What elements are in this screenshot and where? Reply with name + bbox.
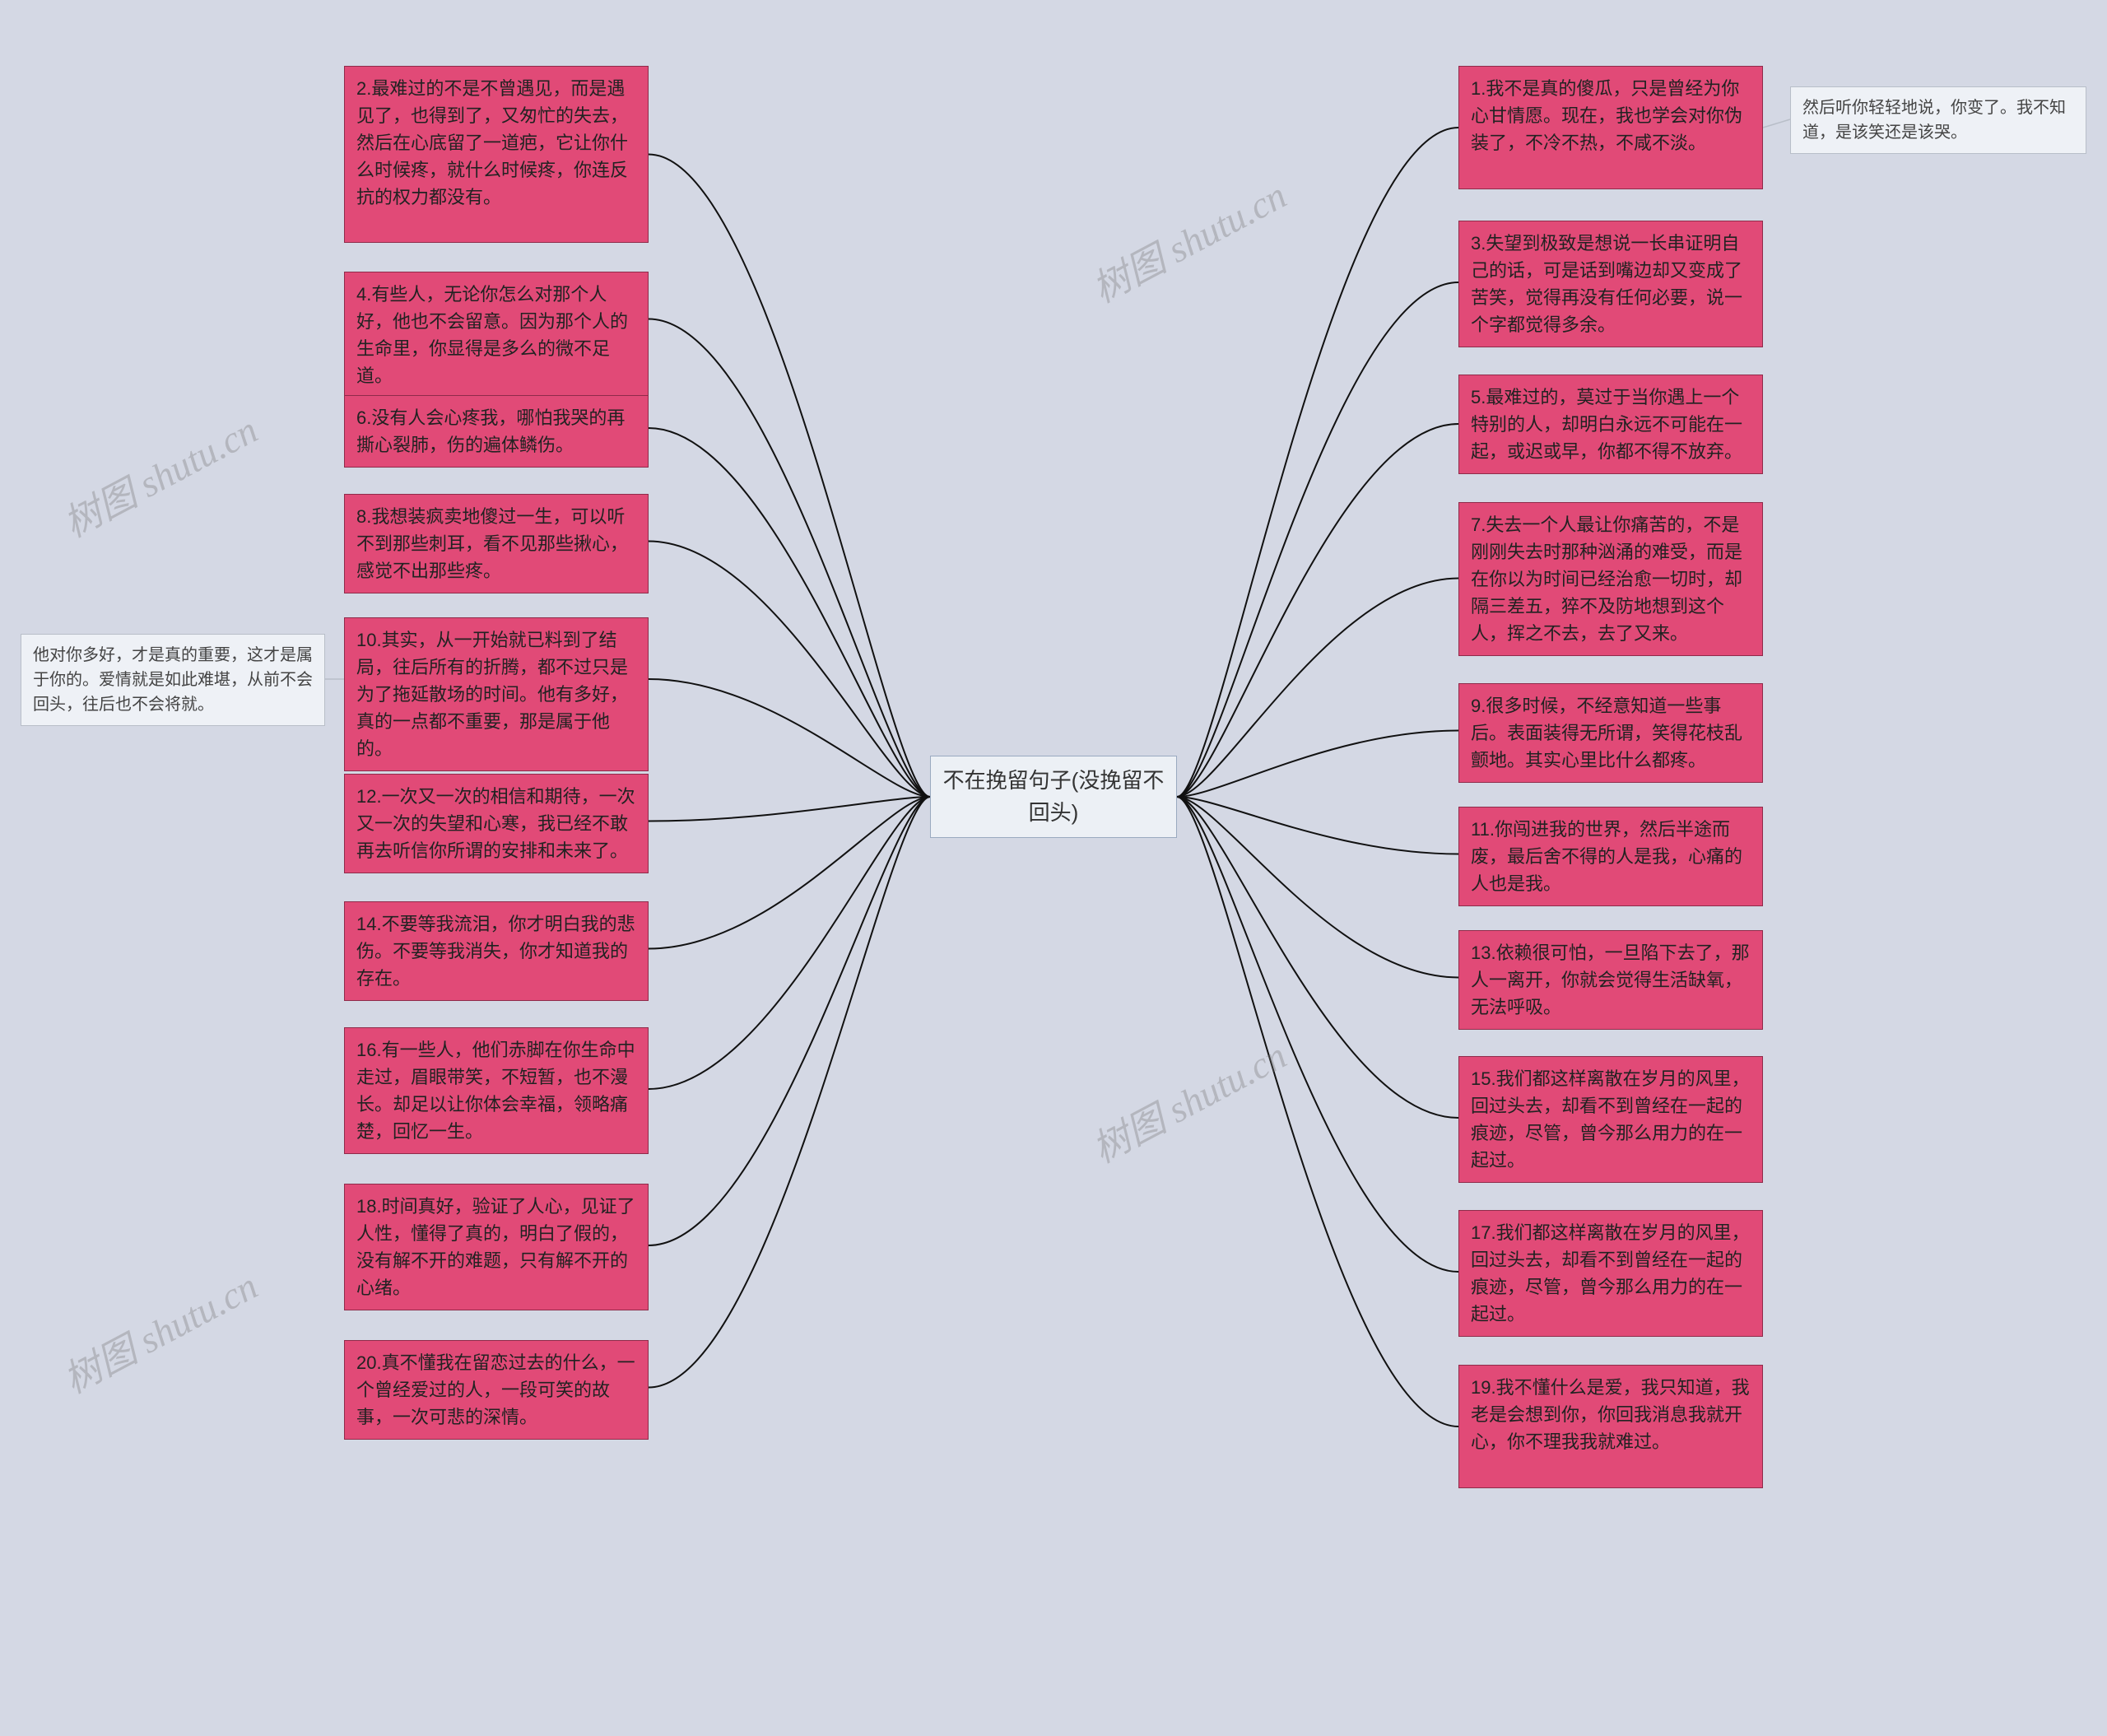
mindmap-canvas: 不在挽留句子(没挽留不回头) 2.最难过的不是不曾遇见，而是遇见了，也得到了，又匆… (0, 0, 2107, 1736)
branch-text: 14.不要等我流泪，你才明白我的悲伤。不要等我消失，你才知道我的存在。 (356, 914, 635, 989)
branch-node[interactable]: 1.我不是真的傻瓜，只是曾经为你心甘情愿。现在，我也学会对你伪装了，不冷不热，不… (1458, 66, 1763, 189)
branch-node[interactable]: 7.失去一个人最让你痛苦的，不是刚刚失去时那种汹涌的难受，而是在你以为时间已经治… (1458, 502, 1763, 656)
branch-text: 16.有一些人，他们赤脚在你生命中走过，眉眼带笑，不短暂，也不漫长。却足以让你体… (356, 1040, 635, 1142)
branch-text: 10.其实，从一开始就已料到了结局，往后所有的折腾，都不过只是为了拖延散场的时间… (356, 630, 628, 759)
note: 他对你多好，才是真的重要，这才是属于你的。爱情就是如此难堪，从前不会回头，往后也… (21, 634, 325, 726)
branch-text: 1.我不是真的傻瓜，只是曾经为你心甘情愿。现在，我也学会对你伪装了，不冷不热，不… (1471, 78, 1742, 153)
edge (1177, 579, 1458, 798)
branch-text: 6.没有人会心疼我，哪怕我哭的再撕心裂肺，伤的遍体鳞伤。 (356, 407, 625, 455)
branch-node[interactable]: 13.依赖很可怕，一旦陷下去了，那人一离开，你就会觉得生活缺氧，无法呼吸。 (1458, 930, 1763, 1030)
edge (649, 797, 930, 821)
branch-text: 19.我不懂什么是爱，我只知道，我老是会想到你，你回我消息我就开心，你不理我我就… (1471, 1377, 1750, 1452)
branch-node[interactable]: 16.有一些人，他们赤脚在你生命中走过，眉眼带笑，不短暂，也不漫长。却足以让你体… (344, 1027, 649, 1154)
branch-node[interactable]: 12.一次又一次的相信和期待，一次又一次的失望和心寒，我已经不敢再去听信你所谓的… (344, 774, 649, 873)
branch-node[interactable]: 20.真不懂我在留恋过去的什么，一个曾经爱过的人，一段可笑的故事，一次可悲的深情… (344, 1340, 649, 1440)
branch-text: 20.真不懂我在留恋过去的什么，一个曾经爱过的人，一段可笑的故事，一次可悲的深情… (356, 1352, 635, 1427)
branch-text: 3.失望到极致是想说一长串证明自己的话，可是话到嘴边却又变成了苦笑，觉得再没有任… (1471, 233, 1742, 335)
note-text: 然后听你轻轻地说，你变了。我不知道，是该笑还是该哭。 (1802, 99, 2066, 142)
branch-node[interactable]: 14.不要等我流泪，你才明白我的悲伤。不要等我消失，你才知道我的存在。 (344, 901, 649, 1001)
branch-text: 15.我们都这样离散在岁月的风里，回过头去，却看不到曾经在一起的痕迹，尽管，曾今… (1471, 1068, 1750, 1171)
note: 然后听你轻轻地说，你变了。我不知道，是该笑还是该哭。 (1790, 86, 2086, 154)
branch-node[interactable]: 5.最难过的，莫过于当你遇上一个特别的人，却明白永远不可能在一起，或迟或早，你都… (1458, 375, 1763, 474)
branch-node[interactable]: 9.很多时候，不经意知道一些事后。表面装得无所谓，笑得花枝乱颤地。其实心里比什么… (1458, 683, 1763, 783)
note-connector (1763, 119, 1790, 128)
branch-text: 13.依赖很可怕，一旦陷下去了，那人一离开，你就会觉得生活缺氧，无法呼吸。 (1471, 942, 1750, 1017)
branch-text: 12.一次又一次的相信和期待，一次又一次的失望和心寒，我已经不敢再去听信你所谓的… (356, 786, 635, 861)
branch-node[interactable]: 19.我不懂什么是爱，我只知道，我老是会想到你，你回我消息我就开心，你不理我我就… (1458, 1365, 1763, 1488)
branch-node[interactable]: 3.失望到极致是想说一长串证明自己的话，可是话到嘴边却又变成了苦笑，觉得再没有任… (1458, 221, 1763, 347)
edge (649, 679, 930, 797)
branch-node[interactable]: 10.其实，从一开始就已料到了结局，往后所有的折腾，都不过只是为了拖延散场的时间… (344, 617, 649, 771)
branch-node[interactable]: 4.有些人，无论你怎么对那个人好，他也不会留意。因为那个人的生命里，你显得是多么… (344, 272, 649, 398)
branch-node[interactable]: 15.我们都这样离散在岁月的风里，回过头去，却看不到曾经在一起的痕迹，尽管，曾今… (1458, 1056, 1763, 1183)
branch-text: 2.最难过的不是不曾遇见，而是遇见了，也得到了，又匆忙的失去，然后在心底留了一道… (356, 78, 628, 207)
edge (1177, 424, 1458, 797)
edge (649, 797, 930, 1245)
note-text: 他对你多好，才是真的重要，这才是属于你的。爱情就是如此难堪，从前不会回头，往后也… (33, 646, 313, 714)
branch-node[interactable]: 8.我想装疯卖地傻过一生，可以听不到那些刺耳，看不见那些揪心，感觉不出那些疼。 (344, 494, 649, 593)
branch-text: 4.有些人，无论你怎么对那个人好，他也不会留意。因为那个人的生命里，你显得是多么… (356, 284, 628, 386)
edge (649, 155, 930, 798)
branch-text: 5.最难过的，莫过于当你遇上一个特别的人，却明白永远不可能在一起，或迟或早，你都… (1471, 387, 1742, 462)
branch-node[interactable]: 17.我们都这样离散在岁月的风里，回过头去，却看不到曾经在一起的痕迹，尽管，曾今… (1458, 1210, 1763, 1337)
branch-text: 18.时间真好，验证了人心，见证了人性，懂得了真的，明白了假的，没有解不开的难题… (356, 1196, 635, 1298)
branch-text: 9.很多时候，不经意知道一些事后。表面装得无所谓，笑得花枝乱颤地。其实心里比什么… (1471, 696, 1742, 770)
branch-text: 8.我想装疯卖地傻过一生，可以听不到那些刺耳，看不见那些揪心，感觉不出那些疼。 (356, 506, 628, 581)
edge (1177, 797, 1458, 978)
edge-layer (0, 0, 2107, 1736)
center-node[interactable]: 不在挽留句子(没挽留不回头) (930, 756, 1177, 838)
branch-node[interactable]: 18.时间真好，验证了人心，见证了人性，懂得了真的，明白了假的，没有解不开的难题… (344, 1184, 649, 1310)
center-label: 不在挽留句子(没挽留不回头) (942, 765, 1165, 829)
branch-node[interactable]: 2.最难过的不是不曾遇见，而是遇见了，也得到了，又匆忙的失去，然后在心底留了一道… (344, 66, 649, 243)
edge (649, 542, 930, 798)
branch-node[interactable]: 6.没有人会心疼我，哪怕我哭的再撕心裂肺，伤的遍体鳞伤。 (344, 395, 649, 468)
branch-text: 11.你闯进我的世界，然后半途而废，最后舍不得的人是我，心痛的人也是我。 (1471, 819, 1742, 894)
branch-text: 7.失去一个人最让你痛苦的，不是刚刚失去时那种汹涌的难受，而是在你以为时间已经治… (1471, 514, 1742, 644)
edge (649, 797, 930, 1388)
branch-text: 17.我们都这样离散在岁月的风里，回过头去，却看不到曾经在一起的痕迹，尽管，曾今… (1471, 1222, 1750, 1324)
edge (1177, 797, 1458, 1118)
edge (1177, 797, 1458, 1426)
edge (1177, 797, 1458, 1272)
branch-node[interactable]: 11.你闯进我的世界，然后半途而废，最后舍不得的人是我，心痛的人也是我。 (1458, 807, 1763, 906)
